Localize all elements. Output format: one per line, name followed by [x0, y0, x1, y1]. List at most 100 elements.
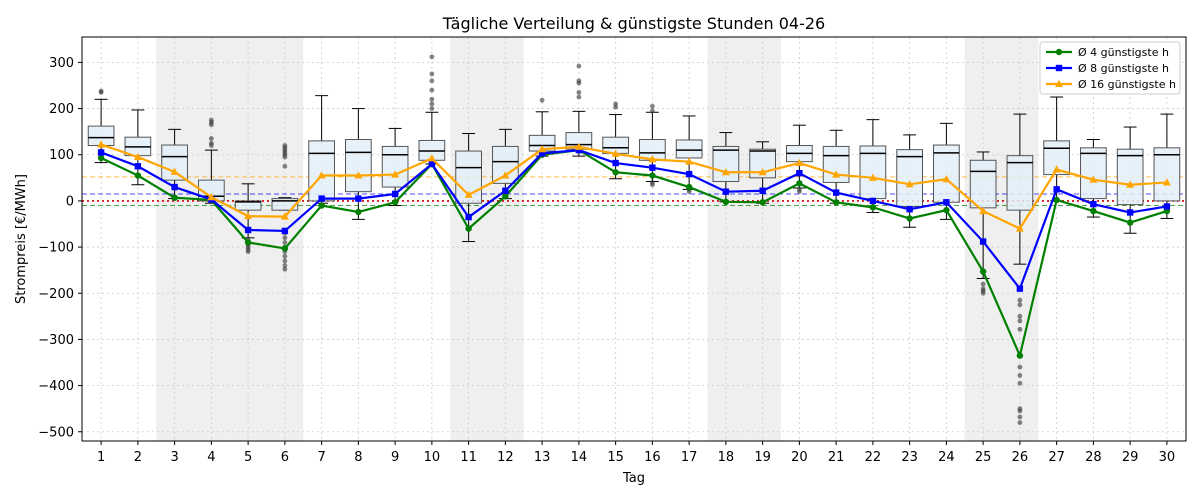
series-point	[685, 157, 694, 165]
boxplot-day-29	[1116, 126, 1144, 234]
y-tick-label: 0	[66, 194, 74, 209]
series-point	[427, 154, 436, 162]
box	[969, 159, 997, 209]
outlier-point	[576, 94, 582, 100]
x-tick-label: 22	[865, 450, 882, 465]
series-point	[1016, 285, 1024, 292]
outlier-point	[1017, 364, 1023, 370]
x-tick-label: 14	[571, 450, 588, 465]
series-point	[391, 190, 399, 198]
series-point	[171, 183, 178, 191]
outlier-point	[539, 97, 545, 103]
weekend-shading	[156, 37, 1039, 441]
series-point	[905, 180, 914, 188]
boxplot-day-7	[308, 95, 335, 204]
series-point	[796, 180, 803, 187]
x-tick-label: 28	[1085, 450, 1102, 465]
outlier-point	[282, 258, 288, 264]
box	[1116, 148, 1144, 206]
series-point	[612, 159, 619, 167]
series-point	[943, 199, 950, 206]
legend-marker	[1055, 64, 1063, 72]
x-tick-label: 11	[460, 450, 477, 465]
legend-label: Ø 16 günstigste h	[1078, 78, 1176, 91]
boxplot-day-30	[1153, 113, 1181, 219]
box	[1153, 147, 1181, 202]
series-point	[648, 155, 657, 163]
box	[1080, 147, 1107, 200]
boxplot-day-22	[859, 119, 887, 213]
series-point	[317, 171, 326, 179]
series-2	[97, 146, 1171, 292]
series-point	[1053, 186, 1060, 193]
outlier-point	[429, 54, 435, 60]
boxplot-day-9	[381, 127, 409, 207]
series-point	[281, 227, 289, 235]
series-point	[979, 206, 988, 215]
series-point	[97, 149, 105, 156]
series-point	[759, 187, 766, 194]
y-tick-label: −200	[38, 287, 74, 302]
x-tick-label: 3	[170, 450, 178, 465]
series-point	[685, 183, 693, 191]
series-point	[906, 215, 913, 222]
series-point	[1052, 165, 1061, 173]
series-point	[354, 171, 363, 179]
x-tick-label: 24	[938, 450, 955, 465]
series-point	[1126, 209, 1134, 216]
y-tick-label: 200	[49, 102, 74, 117]
series-point	[465, 213, 472, 221]
box	[345, 139, 372, 193]
legend-box	[1039, 41, 1181, 95]
series-3	[97, 140, 1171, 232]
series-point	[501, 171, 510, 179]
outlier-point	[98, 88, 104, 94]
series-point	[1090, 200, 1097, 208]
outlier-point	[282, 143, 288, 148]
boxplot-day-18	[712, 132, 740, 203]
outlier-point	[208, 140, 214, 146]
series-point	[943, 206, 950, 214]
x-axis-label: Tag	[622, 471, 645, 486]
series-line	[100, 148, 1168, 360]
series-point	[502, 187, 509, 194]
series-point	[796, 170, 803, 177]
outlier-point	[576, 78, 582, 84]
box	[271, 198, 299, 211]
y-axis-label: Strompreis [€/MWh]	[14, 174, 29, 304]
outlier-point	[282, 235, 288, 241]
legend-item-3: Ø 16 günstigste h	[1046, 78, 1176, 91]
x-tick-label: 7	[317, 450, 325, 465]
series-point	[244, 211, 253, 220]
outlier-point	[649, 108, 655, 114]
series-point	[207, 193, 216, 201]
outlier-point	[282, 266, 288, 272]
outlier-point	[576, 63, 582, 69]
series-point	[1015, 224, 1024, 232]
series-point	[759, 199, 766, 206]
series-point	[171, 194, 178, 201]
box	[859, 145, 887, 200]
series-lines	[97, 140, 1171, 360]
series-point	[1053, 196, 1060, 204]
outlier-point	[576, 90, 582, 95]
series-point	[355, 195, 362, 202]
series-point	[1126, 219, 1134, 226]
outlier-point	[613, 101, 619, 107]
series-point	[502, 193, 509, 200]
series-point	[318, 202, 325, 209]
outlier-point	[208, 117, 214, 123]
box	[308, 140, 335, 202]
series-point	[979, 268, 987, 275]
outlier-point	[1017, 318, 1023, 324]
x-tick-label: 29	[1122, 450, 1139, 465]
outlier-point	[282, 253, 288, 259]
outlier-point	[245, 249, 251, 255]
series-point	[244, 239, 252, 246]
outlier-point	[282, 240, 288, 245]
series-point	[134, 172, 142, 179]
series-point	[832, 170, 841, 178]
box	[1006, 155, 1034, 211]
series-point	[538, 144, 547, 153]
